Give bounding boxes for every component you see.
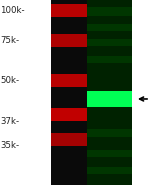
Bar (87, 0, 132, 185)
Bar (51, 74, 87, 87)
Bar (87, 91, 132, 107)
Bar (51, 133, 87, 146)
Bar (87, 56, 132, 63)
Text: 35k-: 35k- (0, 141, 19, 150)
Bar (87, 39, 132, 46)
Bar (51, 34, 87, 47)
Text: 37k-: 37k- (0, 117, 19, 126)
Text: 50k-: 50k- (0, 76, 19, 85)
Bar (51, 108, 87, 121)
Bar (87, 24, 132, 31)
Bar (87, 150, 132, 157)
Bar (87, 130, 132, 137)
Bar (51, 0, 132, 185)
Bar (51, 4, 87, 17)
Text: 100k-: 100k- (0, 6, 25, 15)
Bar (87, 166, 132, 174)
Bar (87, 7, 132, 16)
Text: 75k-: 75k- (0, 36, 19, 45)
